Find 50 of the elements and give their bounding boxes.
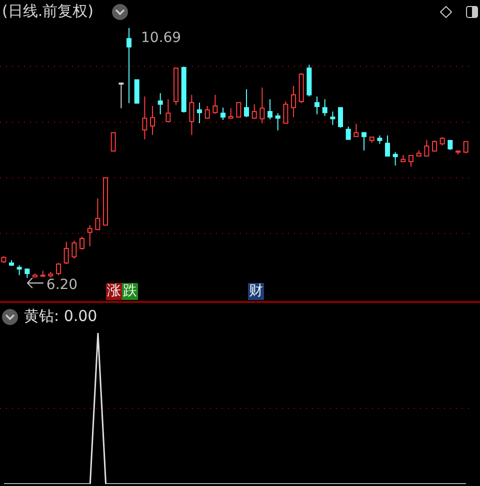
candlestick: [260, 87, 265, 124]
candlestick: [228, 108, 234, 120]
candlestick: [56, 262, 62, 276]
annotation: 6.20: [46, 277, 78, 293]
candlestick: [158, 92, 163, 115]
candlestick: [346, 126, 351, 140]
candlestick: [322, 98, 328, 116]
candlestick: [283, 100, 288, 124]
candlestick: [448, 140, 453, 150]
candlestick: [330, 111, 336, 126]
candlestick: [64, 241, 69, 265]
annotation: 10.69: [140, 30, 182, 47]
candlestick: [16, 264, 22, 276]
candlestick: [385, 134, 390, 157]
candlestick: [354, 123, 359, 138]
candlestick: [204, 105, 210, 120]
candlestick: [80, 236, 85, 250]
candlestick: [189, 94, 194, 136]
candlestick: [126, 28, 132, 104]
chart-title: (日线.前复权): [2, 2, 94, 21]
candlestick: [142, 96, 148, 140]
candlestick: [212, 94, 218, 114]
candlestick: [268, 98, 273, 120]
candlestick: [291, 85, 296, 118]
candlestick: [87, 224, 92, 247]
candlestick: [150, 105, 156, 136]
candlestick: [463, 141, 468, 154]
candlestick: [220, 107, 226, 120]
candlestick: [95, 198, 100, 231]
candlestick: [24, 268, 30, 278]
candlestick: [236, 102, 242, 118]
text: 跌: [122, 283, 138, 300]
candlestick: [118, 82, 124, 109]
candlestick: [244, 88, 250, 118]
chart-title: 黄钻: 0.00: [24, 307, 98, 326]
candlestick: [314, 96, 320, 115]
candlestick: [408, 155, 414, 168]
candlestick: [275, 112, 280, 131]
candlestick: [72, 240, 77, 260]
candlestick: [134, 79, 140, 104]
candlestick: [338, 107, 344, 128]
candlestick: [362, 132, 367, 151]
candlestick: [252, 104, 257, 120]
text: 涨: [106, 283, 122, 300]
candlestick: [166, 98, 171, 122]
candlestick: [424, 139, 430, 157]
candlestick: [197, 102, 202, 124]
candlestick: [392, 152, 398, 166]
text: 财: [248, 283, 264, 300]
candlestick: [110, 132, 116, 152]
